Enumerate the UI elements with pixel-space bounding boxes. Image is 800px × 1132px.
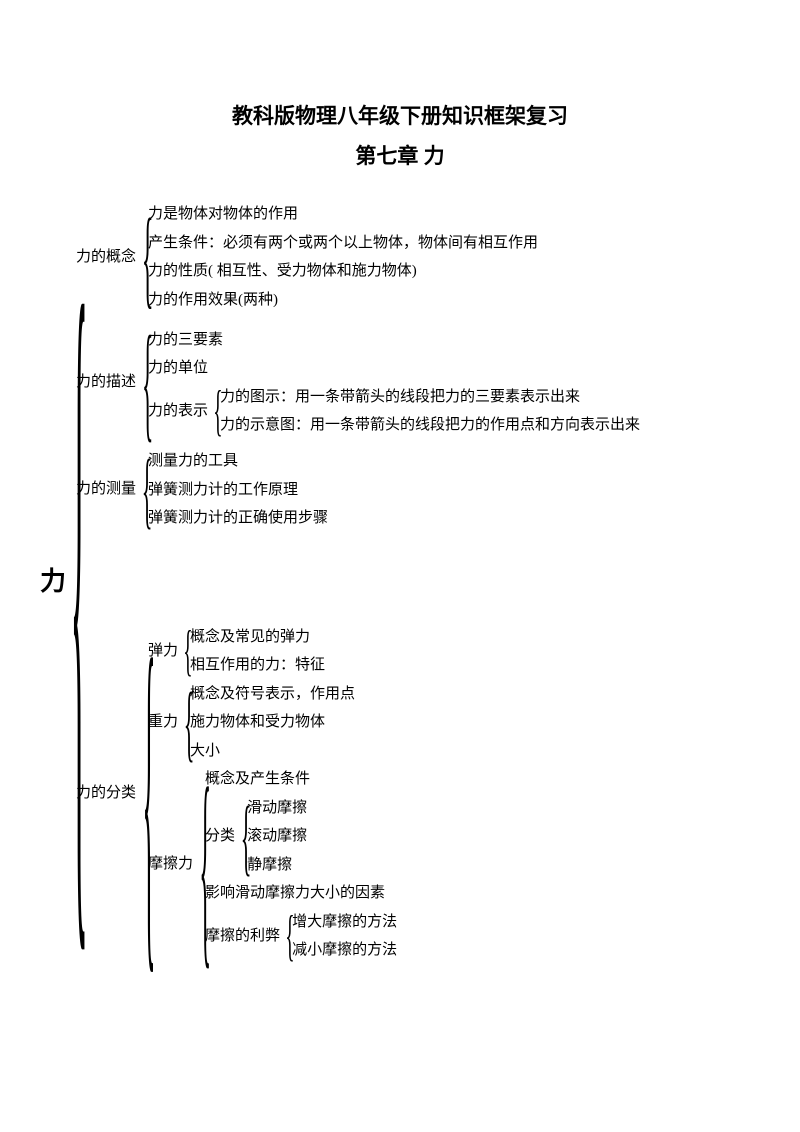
section-measurement: 力的测量 { 测量力的工具 弹簧测力计的工作原理 弹簧测力计的正确使用步骤 [76,447,640,533]
concept-tree: 力 { 力的概念 { 力是物体对物体的作用 产生条件：必须有两个或两个以上物体，… [40,200,760,965]
section-classification: 力的分类 { 弹力 { 概念及常见的弹力 相互作用的力：特征 [76,623,640,965]
leaf-group: 概念及符号表示，作用点 施力物体和受力物体 大小 [190,680,355,766]
sub-friction-pros-cons: 摩擦的利弊 { 增大摩擦的方法 减小摩擦的方法 [205,908,397,965]
section-concept: 力的概念 { 力是物体对物体的作用 产生条件：必须有两个或两个以上物体，物体间有… [76,200,640,314]
leaf-item: 滚动摩擦 [247,822,307,851]
leaf-item: 施力物体和受力物体 [190,708,355,737]
brace-icon: { [213,386,217,436]
brace-icon: { [199,766,200,964]
leaf-item: 影响滑动摩擦力大小的因素 [205,879,397,908]
brace-icon: { [142,324,144,441]
leaf-item: 力的三要素 [148,326,640,355]
sub-friction-types: 分类 { 滑动摩擦 滚动摩擦 静摩擦 [205,794,397,880]
sub-label: 摩擦的利弊 [205,923,282,950]
leaf-group: 力的图示：用一条带箭头的线段把力的三要素表示出来 力的示意图：用一条带箭头的线段… [220,383,640,440]
root-children: 力的概念 { 力是物体对物体的作用 产生条件：必须有两个或两个以上物体，物体间有… [76,200,640,965]
leaf-item: 概念及符号表示，作用点 [190,680,355,709]
brace-icon: { [184,684,187,761]
leaf-group: 概念及产生条件 分类 { 滑动摩擦 滚动摩擦 静摩擦 [205,765,397,965]
sub-gravity: 重力 { 概念及符号表示，作用点 施力物体和受力物体 大小 [148,680,397,766]
leaf-item: 力的示意图：用一条带箭头的线段把力的作用点和方向表示出来 [220,411,640,440]
section-description: 力的描述 { 力的三要素 力的单位 力的表示 { 力的图示：用一条带箭头的线段把… [76,324,640,441]
leaf-item: 相互作用的力：特征 [190,651,325,680]
leaf-group: 滑动摩擦 滚动摩擦 静摩擦 [247,794,307,880]
leaf-item: 弹簧测力计的工作原理 [148,476,328,505]
brace-icon: { [142,208,144,307]
leaf-item: 概念及产生条件 [205,765,397,794]
leaf-group: 增大摩擦的方法 减小摩擦的方法 [292,908,397,965]
leaf-item: 产生条件：必须有两个或两个以上物体，物体间有相互作用 [148,229,538,258]
brace-icon: { [183,626,187,676]
sub-friction: 摩擦力 { 概念及产生条件 分类 { 滑动摩擦 滚动摩擦 [148,765,397,965]
leaf-item: 增大摩擦的方法 [292,908,397,937]
leaf-group: 弹力 { 概念及常见的弹力 相互作用的力：特征 重力 { [148,623,397,965]
leaf-item: 大小 [190,737,355,766]
sub-label: 力的表示 [148,398,210,425]
leaf-group: 概念及常见的弹力 相互作用的力：特征 [190,623,325,680]
brace-icon: { [285,911,289,961]
title-line-2: 第七章 力 [40,140,760,170]
leaf-item: 力是物体对物体的作用 [148,200,538,229]
leaf-group: 力的三要素 力的单位 力的表示 { 力的图示：用一条带箭头的线段把力的三要素表示… [148,326,640,440]
leaf-item: 静摩擦 [247,851,307,880]
document-page: 教科版物理八年级下册知识框架复习 第七章 力 力 { 力的概念 { 力是物体对物… [0,0,800,1025]
brace-icon: { [142,451,145,528]
sub-elastic: 弹力 { 概念及常见的弹力 相互作用的力：特征 [148,623,397,680]
leaf-item: 测量力的工具 [148,447,328,476]
brace-icon: { [143,623,144,965]
leaf-item: 减小摩擦的方法 [292,936,397,965]
leaf-item: 力的图示：用一条带箭头的线段把力的三要素表示出来 [220,383,640,412]
root-node: 力 { 力的概念 { 力是物体对物体的作用 产生条件：必须有两个或两个以上物体，… [40,200,760,965]
sub-representation: 力的表示 { 力的图示：用一条带箭头的线段把力的三要素表示出来 力的示意图：用一… [148,383,640,440]
leaf-item: 力的性质( 相互性、受力物体和施力物体) [148,257,538,286]
leaf-group: 测量力的工具 弹簧测力计的工作原理 弹簧测力计的正确使用步骤 [148,447,328,533]
leaf-item: 力的单位 [148,354,640,383]
leaf-group: 力是物体对物体的作用 产生条件：必须有两个或两个以上物体，物体间有相互作用 力的… [148,200,538,314]
leaf-item: 概念及常见的弹力 [190,623,325,652]
leaf-item: 弹簧测力计的正确使用步骤 [148,504,328,533]
leaf-item: 力的作用效果(两种) [148,286,538,315]
root-label: 力 [40,559,66,606]
brace-icon: { [241,798,244,875]
title-line-1: 教科版物理八年级下册知识框架复习 [40,100,760,130]
leaf-item: 滑动摩擦 [247,794,307,823]
